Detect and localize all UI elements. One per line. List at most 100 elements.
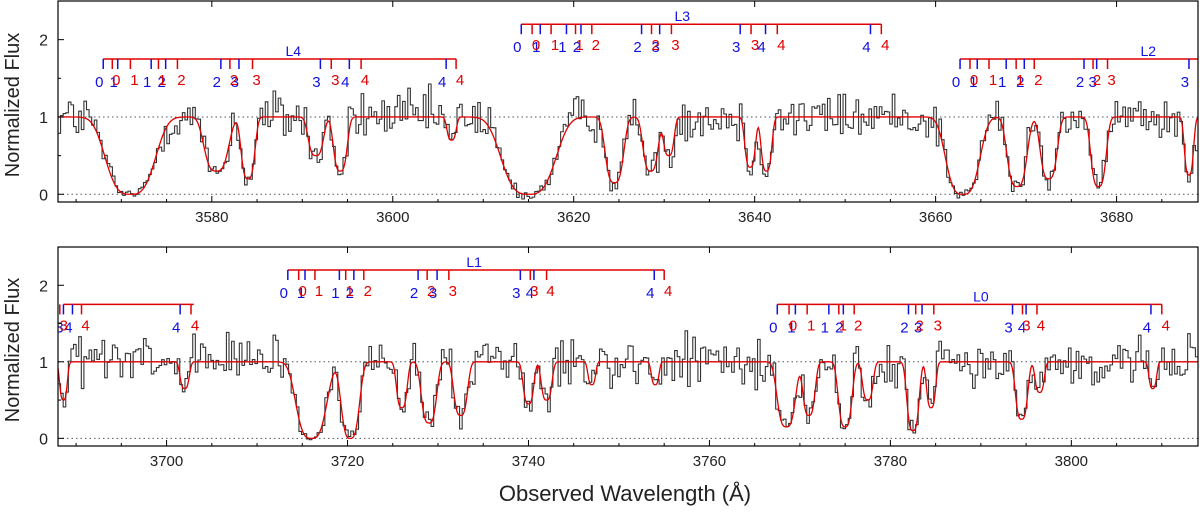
blue-tick-label: 3 [1088, 74, 1096, 91]
red-tick-label: 3 [331, 72, 339, 89]
red-tick-label: 3 [1107, 72, 1115, 89]
red-tick-label: 3 [530, 283, 538, 300]
red-tick-label: 4 [456, 72, 464, 89]
red-tick-label: 3 [1022, 317, 1030, 334]
y-axis-label-top: Normalized Flux [2, 33, 24, 177]
red-tick-label: 1 [130, 72, 138, 89]
blue-tick-label: 1 [787, 319, 795, 336]
red-tick-label: 3 [60, 317, 68, 334]
observed-flux-histogram [58, 330, 1198, 441]
blue-tick-label: 1 [998, 74, 1006, 91]
blue-tick-label: 3 [732, 39, 740, 56]
x-tick-label: 3660 [919, 209, 952, 226]
red-tick-label: 3 [671, 37, 679, 54]
line-system-L1: L10 1 1 2 2 3 3 4 40 1 1 2 2 3 3 4 4 [280, 254, 673, 302]
observed-flux-histogram [58, 83, 1198, 200]
y-axis-label-bottom: Normalized Flux [2, 278, 24, 422]
red-tick-label: 3 [252, 72, 260, 89]
model-fit-line [58, 361, 1198, 440]
blue-tick-label: 0 [952, 74, 960, 91]
red-tick-label: 0 [789, 317, 797, 334]
blue-tick-label: 4 [438, 74, 446, 91]
red-tick-label: 2 [427, 283, 435, 300]
red-tick-label: 2 [592, 37, 600, 54]
red-tick-label: 1 [158, 72, 166, 89]
x-tick-label: 3800 [1055, 453, 1088, 470]
red-tick-label: 2 [230, 72, 238, 89]
red-tick-label: 4 [1037, 317, 1045, 334]
x-tick-label: 3580 [195, 209, 228, 226]
red-tick-label: 1 [315, 283, 323, 300]
red-tick-label: 0 [298, 283, 306, 300]
x-tick-label: 3640 [738, 209, 771, 226]
x-tick-label: 3600 [376, 209, 409, 226]
red-tick-label: 3 [449, 283, 457, 300]
x-tick-label: 3740 [512, 453, 545, 470]
system-label: L2 [1140, 43, 1156, 59]
red-tick-label: 4 [664, 283, 672, 300]
red-tick-label: 3 [751, 37, 759, 54]
x-tick-label: 3780 [874, 453, 907, 470]
blue-tick-label: 3 [914, 319, 922, 336]
y-tick-label: 1 [39, 355, 48, 372]
red-tick-label: 1 [551, 37, 559, 54]
red-tick-label: 0 [112, 72, 120, 89]
line-system-L2: L20 1 1 2 2 3 30 1 1 2 2 3 [952, 43, 1198, 91]
blue-tick-label: 3 [55, 319, 63, 336]
red-tick-label: 4 [777, 37, 785, 54]
y-tick-label: 1 [39, 110, 48, 127]
blue-tick-label: 4 [526, 285, 534, 302]
red-tick-label: 4 [361, 72, 369, 89]
red-tick-label: 3 [934, 317, 942, 334]
red-tick-label: 4 [1162, 317, 1170, 334]
red-tick-label: 1 [807, 317, 815, 334]
blue-tick-label: 0 [769, 319, 777, 336]
blue-tick-label: 2 [835, 319, 843, 336]
line-system-L3: L30 1 1 2 2 3 3 4 40 1 1 2 2 3 3 4 4 [513, 8, 889, 56]
panel-frame [57, 0, 1199, 203]
y-tick-label: 0 [39, 431, 48, 448]
blue-tick-label: 2 [346, 285, 354, 302]
blue-tick-label: 0 [513, 39, 521, 56]
x-tick-label: 3680 [1100, 209, 1133, 226]
red-tick-label: 1 [989, 72, 997, 89]
x-tick-label: 3760 [693, 453, 726, 470]
blue-tick-label: 2 [213, 74, 221, 91]
system-label: L0 [973, 288, 989, 304]
red-tick-label: 2 [1034, 72, 1042, 89]
blue-tick-label: 2 [573, 39, 581, 56]
x-tick-label: 3700 [150, 453, 183, 470]
system-label: L4 [285, 43, 301, 59]
red-tick-label: 2 [364, 283, 372, 300]
red-tick-label: 0 [532, 37, 540, 54]
x-tick-label: 3620 [557, 209, 590, 226]
red-tick-label: 2 [854, 317, 862, 334]
blue-tick-label: 1 [110, 74, 118, 91]
blue-tick-label: 4 [64, 319, 72, 336]
red-tick-label: 2 [916, 317, 924, 334]
x-tick-label: 3720 [331, 453, 364, 470]
red-tick-label: 4 [546, 283, 554, 300]
blue-tick-label: 2 [1016, 74, 1024, 91]
blue-tick-label: 1 [969, 74, 977, 91]
red-tick-label: 2 [651, 37, 659, 54]
blue-tick-label: 1 [143, 74, 151, 91]
red-tick-label: 1 [1016, 72, 1024, 89]
blue-tick-label: 4 [757, 39, 765, 56]
blue-tick-label: 4 [341, 74, 349, 91]
blue-tick-label: 2 [157, 74, 165, 91]
blue-tick-label: 1 [532, 39, 540, 56]
blue-tick-label: 2 [900, 319, 908, 336]
blue-tick-label: 4 [646, 285, 654, 302]
y-tick-label: 0 [39, 187, 48, 204]
blue-tick-label: 3 [1004, 319, 1012, 336]
blue-tick-label: 4 [1018, 319, 1026, 336]
blue-tick-label: 3 [512, 285, 520, 302]
model-fit-line [58, 116, 1198, 195]
